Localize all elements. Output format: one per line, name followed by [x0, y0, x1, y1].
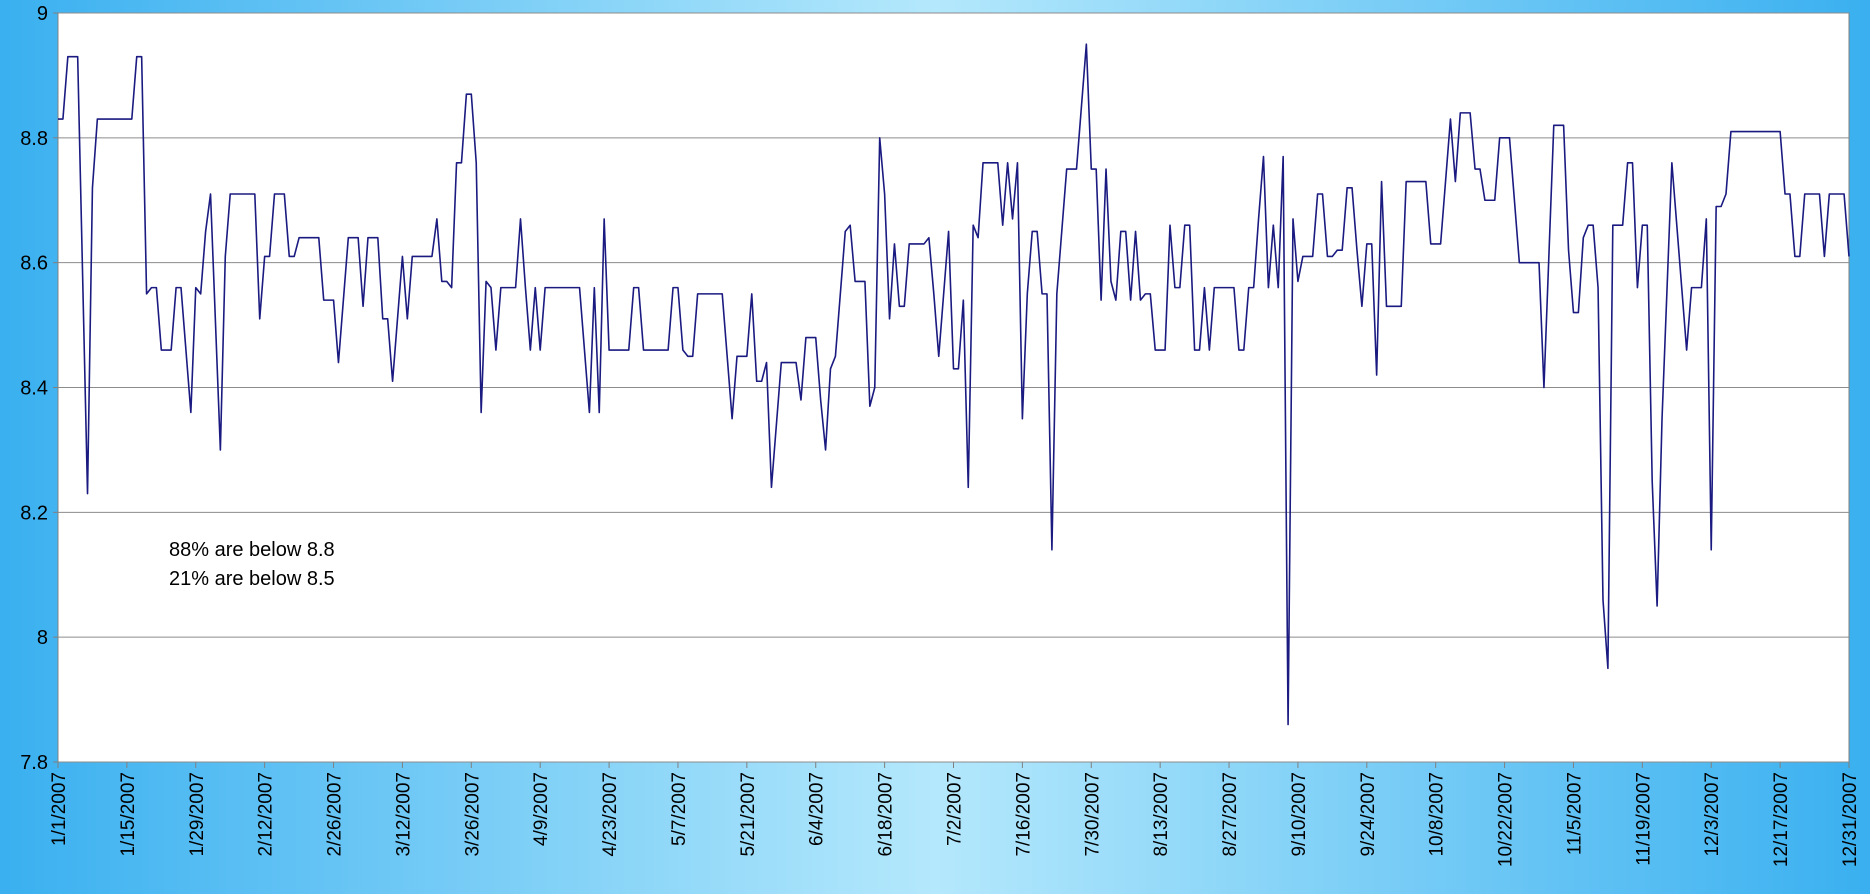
x-tick-label: 12/31/2007: [1840, 772, 1861, 867]
x-tick-label: 8/27/2007: [1220, 772, 1241, 857]
x-tick-label: 5/21/2007: [738, 772, 759, 857]
x-tick-label: 12/17/2007: [1771, 772, 1792, 867]
series: [58, 43, 1850, 726]
x-tick-label: 2/12/2007: [256, 772, 277, 857]
y-tick-label: 9: [37, 3, 48, 25]
y-tick-label: 7.8: [20, 752, 48, 774]
x-tick-label: 7/2/2007: [945, 772, 966, 846]
x-tick-label: 10/22/2007: [1496, 772, 1517, 867]
annotation: 21% are below 8.5: [169, 568, 335, 590]
x-tick-label: 1/15/2007: [118, 772, 139, 857]
labels: 88% are below 8.8 21% are below 8.5 7.8 8…: [20, 3, 1861, 867]
y-tick-label: 8.2: [20, 502, 48, 524]
x-tick-label: 6/18/2007: [876, 772, 897, 857]
y-tick-label: 8.8: [20, 128, 48, 150]
x-tick-label: 12/3/2007: [1702, 772, 1723, 857]
x-tick-label: 10/8/2007: [1427, 772, 1448, 857]
grid: [53, 12, 1850, 768]
y-tick-label: 8: [37, 627, 48, 649]
x-tick-label: 11/19/2007: [1633, 772, 1654, 866]
x-tick-label: 4/23/2007: [600, 772, 621, 857]
y-tick-label: 8.6: [20, 253, 48, 275]
x-tick-label: 7/16/2007: [1013, 772, 1034, 857]
x-tick-label: 3/26/2007: [462, 772, 483, 857]
x-tick-label: 8/13/2007: [1151, 772, 1172, 857]
x-tick-label: 4/9/2007: [531, 772, 552, 846]
data-line: [58, 43, 1850, 726]
x-tick-label: 9/10/2007: [1289, 772, 1310, 857]
annotation: 88% are below 8.8: [169, 539, 335, 561]
x-tick-label: 2/26/2007: [325, 772, 346, 857]
x-tick-label: 7/30/2007: [1082, 772, 1103, 857]
x-tick-label: 3/12/2007: [393, 772, 414, 857]
x-tick-label: 6/4/2007: [807, 772, 828, 846]
y-tick-label: 8.4: [20, 378, 48, 400]
x-tick-label: 1/1/2007: [49, 772, 70, 846]
x-tick-label: 9/24/2007: [1358, 772, 1379, 857]
x-tick-label: 11/5/2007: [1564, 772, 1585, 855]
x-tick-label: 1/29/2007: [187, 772, 208, 857]
x-tick-label: 5/7/2007: [669, 772, 690, 846]
